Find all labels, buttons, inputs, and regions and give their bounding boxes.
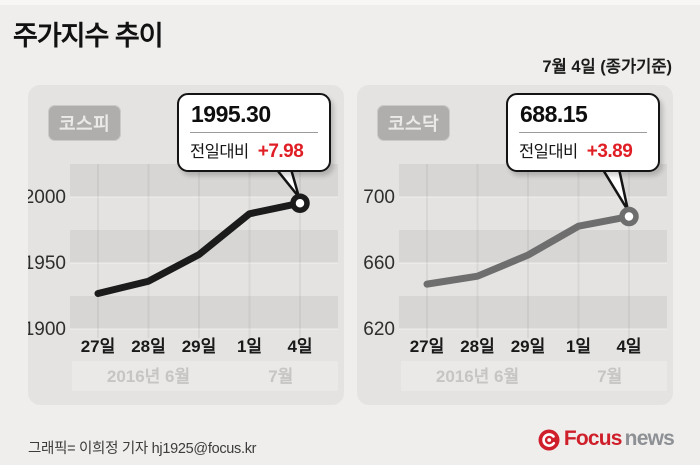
- x-tick-label: 28일: [131, 337, 166, 356]
- kosdaq-chart-panel: 2016년 6월 7월 700 660 620 27일 28일 29일 1일 4일 코스닥 688…: [357, 85, 673, 405]
- plot-band: [70, 296, 338, 329]
- kosdaq-change-value: +3.89: [586, 141, 633, 162]
- kospi-change-label: 전일대비: [190, 143, 249, 161]
- plot-band: [399, 296, 667, 329]
- focus-news-logo: Focus news: [537, 427, 675, 451]
- x-tick-label: 4일: [287, 337, 312, 356]
- kosdaq-closing-value: 688.15: [519, 101, 647, 133]
- y-tick-label: 1950: [28, 253, 66, 274]
- y-tick-label: 660: [363, 253, 395, 274]
- month-band-label: 7월: [268, 367, 293, 386]
- x-tick-label: 28일: [460, 337, 495, 356]
- x-tick-label: 27일: [81, 337, 116, 356]
- y-tick-label: 620: [363, 319, 395, 340]
- x-tick-label: 27일: [410, 337, 445, 356]
- kosdaq-index-badge: 코스닥: [377, 105, 451, 141]
- x-tick-label: 1일: [237, 337, 262, 356]
- last-point-marker: [290, 193, 310, 213]
- x-tick-label: 29일: [182, 337, 217, 356]
- y-tick-label: 1900: [28, 319, 66, 340]
- focus-news-logo-icon: [538, 429, 560, 451]
- month-band: [223, 361, 338, 391]
- month-band-label: 2016년 6월: [107, 367, 190, 386]
- y-tick-label: 700: [363, 187, 395, 208]
- kospi-value-callout: 1995.30 전일대비 +7.98: [177, 93, 331, 172]
- kospi-change-value: +7.98: [257, 141, 304, 162]
- month-band-label: 7월: [597, 367, 622, 386]
- graphic-credit: 그래픽= 이희정 기자 hj1925@focus.kr: [28, 441, 257, 457]
- month-band: [72, 361, 225, 391]
- last-point-marker: [619, 206, 639, 227]
- kospi-chart-panel: 2016년 6월 7월 2000 1950 1900 27일 28일 29일 1일 4일 코스피 …: [28, 85, 344, 405]
- index-trend-line: [94, 199, 304, 297]
- kospi-change-row: 전일대비 +7.98: [190, 133, 318, 163]
- kospi-line-chart: 2016년 6월 7월 2000 1950 1900 27일 28일 29일 1일 4일: [28, 153, 338, 391]
- top-strip: [0, 0, 700, 5]
- x-tick-label: 29일: [511, 337, 546, 356]
- logo-text-focus: Focus: [563, 427, 623, 450]
- month-band-label: 2016년 6월: [436, 367, 519, 386]
- plot-band: [399, 230, 667, 263]
- x-tick-label: 1일: [566, 337, 591, 356]
- page-title: 주가지수 추이: [13, 21, 164, 51]
- kospi-closing-value: 1995.30: [190, 101, 318, 133]
- kosdaq-change-row: 전일대비 +3.89: [519, 133, 647, 163]
- kosdaq-change-label: 전일대비: [519, 143, 578, 161]
- kospi-index-badge: 코스피: [48, 105, 122, 141]
- month-band: [401, 361, 554, 391]
- as-of-date-label: 7월 4일 (종가기준): [542, 58, 672, 76]
- logo-text-news: news: [624, 427, 675, 450]
- kosdaq-value-callout: 688.15 전일대비 +3.89: [506, 93, 660, 172]
- x-tick-label: 4일: [616, 337, 641, 356]
- y-tick-label: 2000: [28, 187, 66, 208]
- month-band: [552, 361, 667, 391]
- index-trend-line: [423, 213, 633, 288]
